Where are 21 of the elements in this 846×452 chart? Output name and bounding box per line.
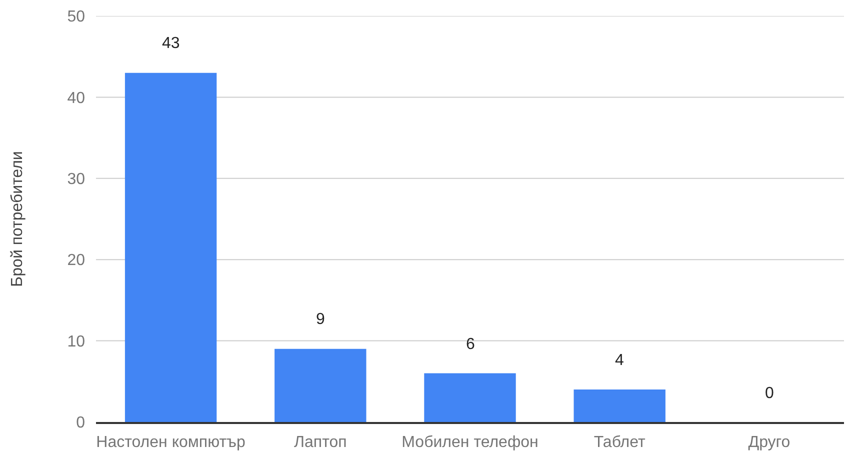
data-label: 43 (162, 35, 180, 52)
x-tick-label: Мобилен телефон (402, 434, 538, 451)
bar (274, 348, 366, 422)
data-label: 4 (615, 352, 624, 369)
x-tick-label: Друго (748, 434, 790, 451)
bar (424, 373, 516, 422)
y-tick-label: 10 (67, 333, 86, 350)
x-tick-label: Лаптоп (294, 434, 347, 451)
y-tick-label: 30 (67, 171, 86, 188)
data-label: 0 (765, 385, 774, 402)
x-tick-label: Таблет (594, 434, 646, 451)
y-tick-label: 40 (67, 90, 86, 107)
bar (124, 72, 217, 422)
data-label: 9 (316, 311, 325, 328)
y-tick-label: 50 (67, 8, 86, 26)
data-label: 6 (466, 336, 475, 353)
y-tick-label: 0 (76, 414, 86, 432)
x-tick-label: Настолен компютър (96, 434, 246, 451)
y-axis-title: Брой потребители (9, 151, 26, 287)
y-tick-label: 20 (67, 252, 86, 270)
bar (574, 390, 666, 422)
